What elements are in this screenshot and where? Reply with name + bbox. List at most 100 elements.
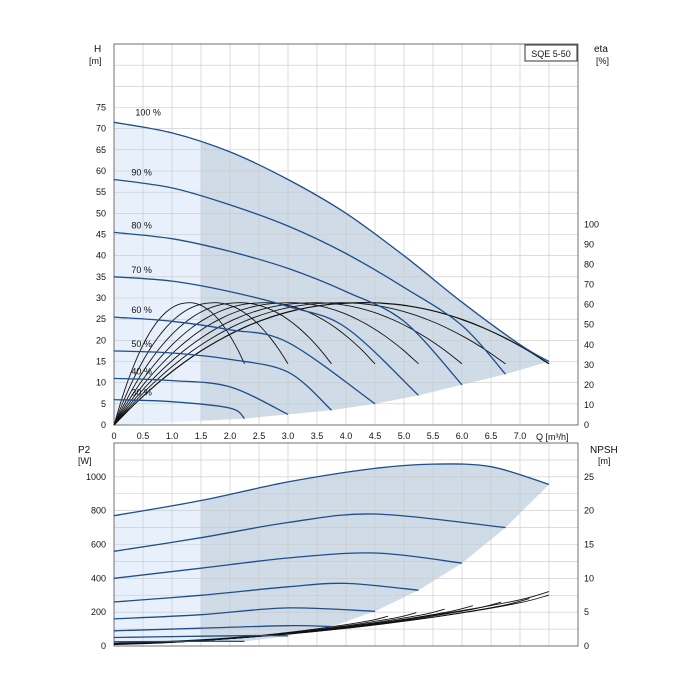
- shaded-region-light: [114, 500, 201, 642]
- y-tick-label: 50: [96, 208, 106, 218]
- series-label: 40 %: [131, 366, 152, 376]
- y-tick-label: 600: [91, 540, 106, 550]
- y-tick-label: 200: [91, 607, 106, 617]
- y2-tick-label: 20: [584, 506, 594, 516]
- x-tick-label: 0.5: [137, 431, 150, 441]
- y2-tick-label: 60: [584, 300, 594, 310]
- power-curve: [113, 624, 332, 632]
- x-tick-label: 2.0: [224, 431, 237, 441]
- y-tick-label: 30: [96, 293, 106, 303]
- head-curve: [113, 350, 332, 411]
- y2-axis-label: eta: [594, 44, 608, 55]
- y-axis-label: H: [94, 44, 101, 55]
- y2-tick-label: 5: [584, 607, 589, 617]
- x-tick-label: 1.5: [195, 431, 208, 441]
- power-curve: [113, 552, 463, 579]
- power-npsh-chart: 0 200 400 600 800 1000 0 5 10 15 20 25: [86, 442, 594, 651]
- y2-tick-label: 15: [584, 540, 594, 550]
- power-curve: [113, 463, 550, 517]
- y-tick-label: 65: [96, 145, 106, 155]
- x-tick-label: 7.0: [514, 431, 527, 441]
- x-tick-label: 6.0: [456, 431, 469, 441]
- chart-labels: H [m] eta [%] Q [m³/h] P2 [W] NPSH [m] S…: [78, 44, 618, 466]
- y-tick-label: 10: [96, 378, 106, 388]
- y-tick-label: 400: [91, 573, 106, 583]
- x-tick-label: 5.0: [398, 431, 411, 441]
- x-axis-label: Q [m³/h]: [536, 432, 569, 442]
- efficiency-curve: [113, 302, 419, 426]
- power-curve: [113, 513, 506, 552]
- series-label: 30 %: [131, 388, 152, 398]
- title-box: [524, 44, 578, 62]
- efficiency-curve: [113, 302, 245, 426]
- efficiency-curve: [113, 302, 376, 426]
- series-label: 50 %: [131, 339, 152, 349]
- x-tick-label: 3.5: [311, 431, 324, 441]
- x-tick-label: 4.0: [340, 431, 353, 441]
- y-axis-label-2: P2: [78, 445, 91, 456]
- y-tick-label: 15: [96, 357, 106, 367]
- efficiency-curve: [113, 302, 463, 426]
- x-tick-label: 3.0: [282, 431, 295, 441]
- y-tick-label: 40: [96, 251, 106, 261]
- y-axis-unit-2: [W]: [78, 456, 92, 466]
- y2-tick-label: 10: [584, 573, 594, 583]
- y2-tick-label: 70: [584, 280, 594, 290]
- head-curve: [113, 398, 245, 420]
- y-axis-unit: [m]: [89, 56, 102, 66]
- power-curve: [113, 582, 419, 603]
- x-tick-label: 5.5: [427, 431, 440, 441]
- head-curve: [113, 231, 463, 386]
- y2-tick-label: 0: [584, 641, 589, 651]
- head-curve: [113, 377, 289, 415]
- series-label: 100 %: [135, 107, 161, 117]
- head-curve: [113, 121, 550, 363]
- head-chart: 100 % 90 % 80 % 70 % 60 % 50 % 40 % 30 % 0 0.5 1.0…: [96, 43, 599, 441]
- series-label: 80 %: [131, 220, 152, 230]
- series-label: 60 %: [131, 305, 152, 315]
- x-tick-label: 2.5: [253, 431, 266, 441]
- y-tick-label: 35: [96, 272, 106, 282]
- series-label: 90 %: [131, 167, 152, 177]
- head-curve: [113, 178, 506, 375]
- x-tick-label: 0: [111, 431, 116, 441]
- y-tick-label: 25: [96, 314, 106, 324]
- shaded-region-light: [114, 122, 201, 425]
- y-tick-label: 0: [101, 420, 106, 430]
- head-curve: [113, 276, 419, 396]
- power-curve: [113, 607, 376, 620]
- x-tick-label: 4.5: [369, 431, 382, 441]
- y-tick-label: 0: [101, 641, 106, 651]
- y2-tick-label: 30: [584, 360, 594, 370]
- y2-tick-label: 0: [584, 420, 589, 430]
- y-tick-label: 1000: [86, 472, 106, 482]
- npsh-curve: [113, 591, 550, 644]
- y2-axis-unit-2: [m]: [598, 456, 611, 466]
- series-label: 70 %: [131, 265, 152, 275]
- head-curve: [113, 316, 376, 405]
- y-tick-label: 60: [96, 166, 106, 176]
- y-tick-label: 5: [101, 399, 106, 409]
- y2-tick-label: 100: [584, 219, 599, 229]
- y2-axis-label-2: NPSH: [590, 445, 618, 456]
- efficiency-curve: [113, 302, 332, 426]
- x-tick-label: 1.0: [166, 431, 179, 441]
- y2-tick-label: 25: [584, 472, 594, 482]
- y-tick-label: 20: [96, 335, 106, 345]
- y2-tick-label: 10: [584, 400, 594, 410]
- power-curve: [113, 634, 289, 639]
- y2-tick-label: 40: [584, 340, 594, 350]
- chart-title: SQE 5-50: [531, 49, 571, 59]
- plot-frame: [113, 43, 579, 426]
- x-tick-label: 6.5: [485, 431, 498, 441]
- y-tick-label: 70: [96, 124, 106, 134]
- efficiency-curve: [113, 302, 289, 426]
- power-curve: [113, 640, 245, 643]
- y-tick-label: 800: [91, 506, 106, 516]
- efficiency-curve: [113, 302, 550, 426]
- y2-tick-label: 90: [584, 240, 594, 250]
- y-tick-label: 45: [96, 230, 106, 240]
- y2-tick-label: 80: [584, 260, 594, 270]
- y2-axis-unit: [%]: [596, 56, 609, 66]
